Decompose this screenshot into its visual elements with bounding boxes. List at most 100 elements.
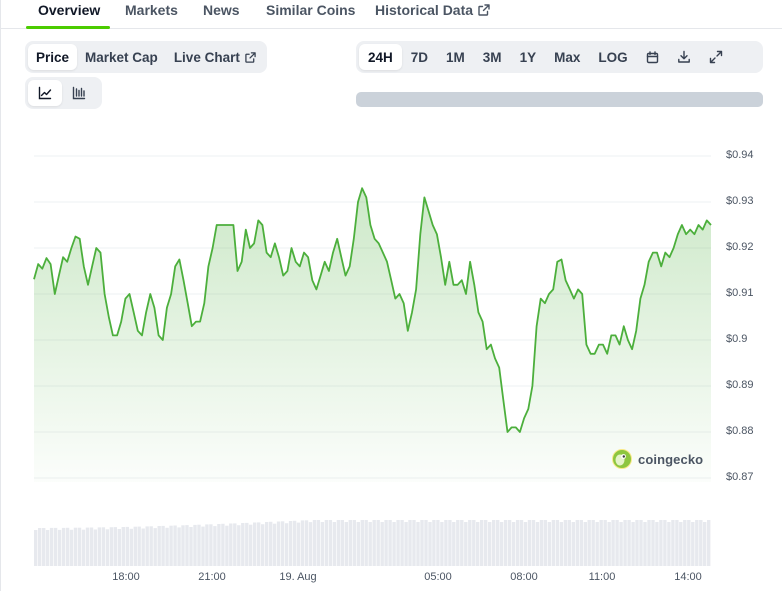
chart-navigator[interactable]: [34, 520, 711, 566]
price-button[interactable]: Price: [28, 44, 78, 70]
navigator-bar: [269, 521, 273, 566]
navigator-bar: [404, 522, 408, 566]
navigator-bar: [348, 520, 352, 566]
tab-similar-coins[interactable]: Similar Coins: [266, 2, 355, 18]
navigator-bar: [173, 525, 177, 566]
x-axis-tick-label: 11:00: [588, 571, 616, 583]
navigator-bar: [308, 522, 313, 566]
navigator-bar: [85, 527, 90, 566]
navigator-bar: [49, 527, 54, 566]
live-chart-button-label: Live Chart: [173, 49, 240, 65]
tab-historical-data[interactable]: Historical Data: [375, 2, 490, 18]
line-chart-button[interactable]: [28, 80, 62, 106]
navigator-bar: [288, 521, 293, 566]
navigator-bar: [452, 522, 456, 566]
navigator-bar: [352, 520, 356, 566]
navigator-bar: [292, 520, 297, 566]
navigator-bar: [177, 527, 181, 566]
navigator-bar: [671, 520, 675, 566]
navigator-bar: [380, 522, 384, 566]
navigator-bar: [448, 520, 452, 566]
panel-left-border: [0, 0, 1, 591]
navigator-bar: [137, 526, 141, 566]
navigator-bar: [551, 520, 556, 566]
navigator-bar: [651, 520, 655, 566]
navigator-bar: [523, 522, 528, 566]
range-1m-button[interactable]: 1M: [437, 44, 474, 70]
navigator-bar: [328, 520, 333, 566]
navigator-bar: [201, 526, 205, 566]
navigator-bar: [527, 520, 532, 566]
range-max-button[interactable]: Max: [545, 44, 589, 70]
range-7d-label: 7D: [410, 49, 429, 65]
navigator-bar: [444, 520, 448, 566]
view-toggle: [25, 77, 102, 109]
navigator-bar: [332, 522, 337, 566]
live-chart-button[interactable]: Live Chart: [166, 44, 264, 70]
download-button[interactable]: [668, 44, 700, 70]
navigator-bar: [468, 520, 472, 566]
price-line: [33, 187, 712, 433]
market-cap-button[interactable]: Market Cap: [77, 44, 166, 70]
range-7d-button[interactable]: 7D: [402, 44, 437, 70]
navigator-bar: [65, 527, 70, 566]
calendar-button[interactable]: [637, 44, 668, 70]
price-area: [34, 188, 711, 482]
log-scale-button[interactable]: LOG: [589, 44, 636, 70]
navigator-bar: [703, 522, 707, 566]
price-chart[interactable]: [0, 130, 782, 571]
tab-news-label: News: [203, 2, 240, 18]
navigator-bar: [583, 522, 587, 566]
coingecko-wordmark: coingecko: [638, 451, 704, 467]
range-3m-button[interactable]: 3M: [474, 44, 511, 70]
navigator-bar: [388, 520, 392, 566]
navigator-bar: [284, 523, 289, 566]
navigator-bar: [587, 520, 591, 566]
navigator-bar: [205, 524, 209, 566]
tab-overview[interactable]: Overview: [38, 2, 100, 18]
navigator-bar: [38, 528, 42, 566]
time-range-selector: 24H 7D 1M 3M 1Y Max LOG: [356, 41, 763, 73]
range-24h-label: 24H: [368, 49, 393, 65]
navigator-bar: [384, 520, 388, 566]
navigator-bar: [531, 520, 536, 566]
navigator-bar: [675, 520, 679, 566]
navigator-bar: [667, 522, 671, 566]
range-1y-label: 1Y: [519, 49, 537, 65]
navigator-bar: [324, 520, 329, 566]
tab-markets[interactable]: Markets: [125, 2, 178, 18]
navigator-bar: [89, 527, 94, 566]
navigator-bar: [77, 527, 82, 566]
range-1y-button[interactable]: 1Y: [511, 44, 546, 70]
navigator-bar: [105, 529, 110, 566]
navigator-bar: [81, 529, 86, 566]
tab-markets-label: Markets: [125, 2, 178, 18]
navigator-bar: [631, 522, 635, 566]
candlestick-chart-button[interactable]: [62, 80, 96, 106]
navigator-bar: [189, 527, 193, 566]
tab-news[interactable]: News: [203, 2, 240, 18]
price-button-label: Price: [36, 49, 70, 65]
navigator-bar: [627, 520, 631, 566]
tab-overview-label: Overview: [38, 2, 101, 18]
range-24h-button[interactable]: 24H: [359, 44, 402, 70]
navigator-bar: [253, 522, 257, 566]
fullscreen-button[interactable]: [700, 44, 732, 70]
navigator-bar: [563, 520, 568, 566]
navigator-bar: [603, 520, 607, 566]
navigator-bar: [511, 522, 516, 566]
navigator-bar: [507, 520, 512, 566]
navigator-bar: [296, 522, 301, 566]
navigator-bar: [376, 520, 380, 566]
y-axis-tick-label: $0.87: [726, 471, 754, 483]
range-slider-track[interactable]: [356, 92, 763, 107]
y-axis-tick-label: $0.92: [726, 241, 754, 253]
navigator-bar: [428, 522, 432, 566]
y-axis-tick-label: $0.89: [726, 379, 754, 391]
navigator-bar: [344, 522, 348, 566]
navigator-bar: [157, 526, 161, 566]
download-icon: [677, 50, 690, 63]
navigator-bar: [496, 520, 500, 566]
navigator-bar: [599, 520, 603, 566]
navigator-bar: [320, 522, 325, 566]
